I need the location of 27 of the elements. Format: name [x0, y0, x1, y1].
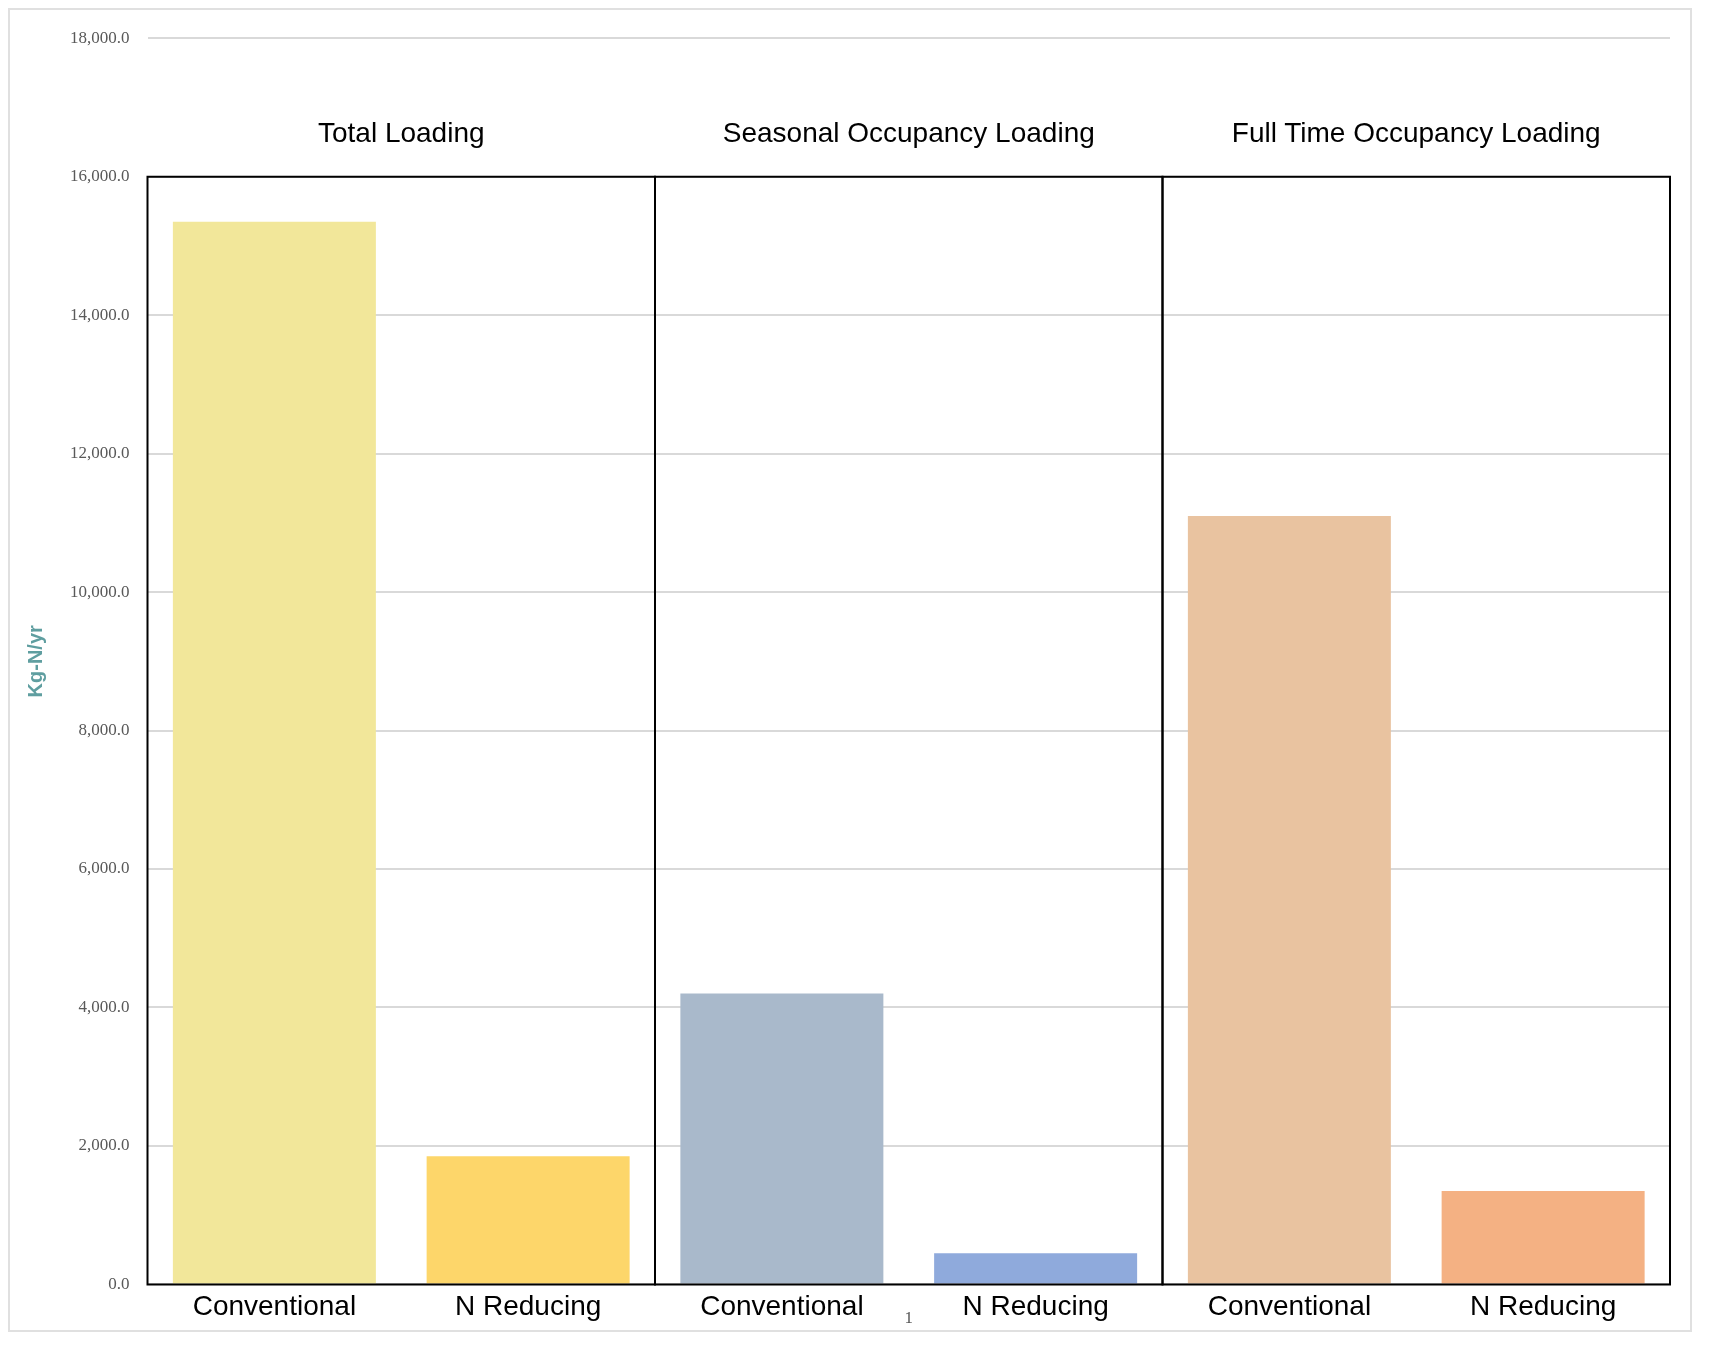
y-tick-label: 8,000.0 [78, 720, 130, 739]
x-tick-label: Conventional [700, 1289, 864, 1321]
y-tick-label: 0.0 [108, 1273, 130, 1293]
x-tick-label: Conventional [192, 1289, 357, 1321]
bar [172, 221, 376, 1284]
x-tick-label: N Reducing [454, 1289, 602, 1321]
y-tick-label: 10,000.0 [70, 581, 130, 601]
x-tick-label: N Reducing [1469, 1289, 1617, 1321]
y-axis-title: Kg-N/yr [23, 624, 46, 698]
bar [1187, 515, 1391, 1284]
bar [934, 1253, 1138, 1284]
bar [1441, 1190, 1645, 1284]
x-tick-label: N Reducing [962, 1289, 1109, 1321]
y-tick-label: 4,000.0 [78, 996, 130, 1016]
y-tick-label: 18,000.0 [70, 27, 130, 47]
bar [680, 993, 884, 1284]
x-tick-label: Conventional [1207, 1289, 1372, 1321]
bar [426, 1156, 630, 1284]
annotation: Total Loading [317, 117, 485, 149]
y-tick-label: 12,000.0 [70, 443, 130, 463]
annotation: Full Time Occupancy Loading [1231, 117, 1601, 149]
text: 1 [904, 1307, 913, 1327]
y-tick-label: 14,000.0 [70, 304, 130, 324]
y-tick-label: 6,000.0 [78, 858, 130, 878]
y-tick-label: 2,000.0 [78, 1135, 130, 1155]
y-tick-label: 16,000.0 [70, 166, 130, 186]
annotation: Seasonal Occupancy Loading [722, 117, 1095, 149]
